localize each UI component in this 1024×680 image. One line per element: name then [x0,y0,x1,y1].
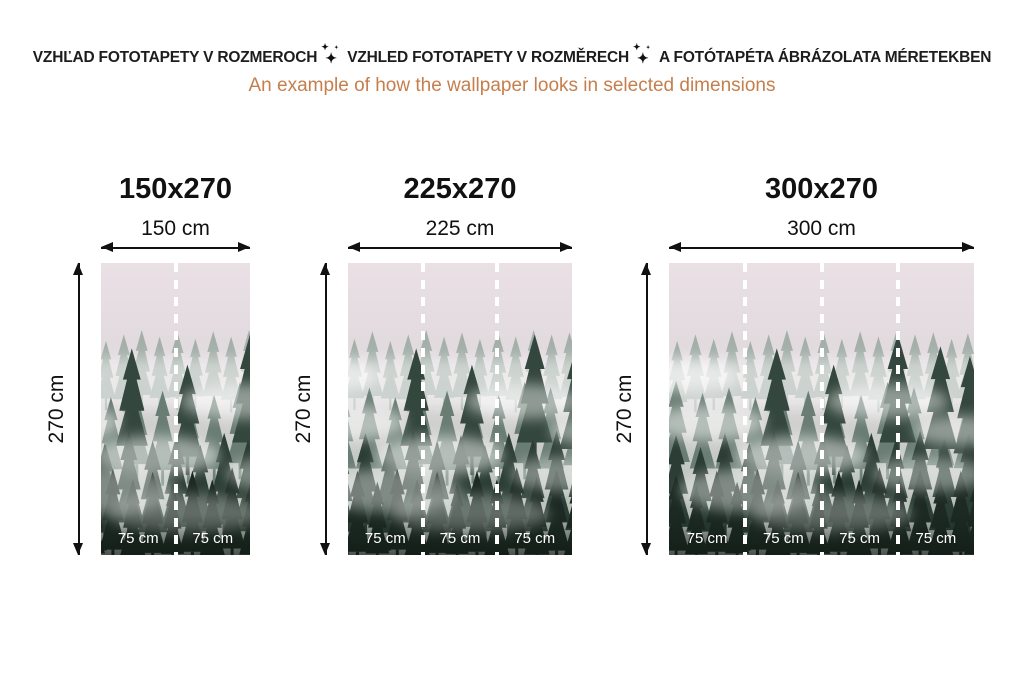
height-arrow [642,263,651,555]
segment-width-label: 75 cm [439,530,481,547]
panel-title: 225x270 [403,173,517,205]
panel-divider-dashed-line [819,263,824,555]
panel-divider-dashed-line [895,263,900,555]
size-panel-300x270: 300x270 300 cm 270 cm 75 cm 75 cm 75 cm … [609,165,974,557]
height-dimension-label: 270 cm [613,374,636,444]
panel-divider-dashed-line [495,263,500,555]
segment-width-label: 75 cm [514,530,556,547]
title-part-hu: A FOTÓTAPÉTA ÁBRÁZOLATA MÉRETEKBEN [659,49,992,66]
width-dimension-label: 150 cm [141,217,210,240]
sparkle-star-icon: ✦ ✦ ✦ [633,42,651,66]
height-arrow [321,263,330,555]
panel-divider-dashed-line [420,263,425,555]
height-arrow [74,263,83,555]
header: VZHĽAD FOTOTAPETY V ROZMEROCH ✦ ✦ ✦ VZHLED… [0,42,1024,97]
page-subtitle: An example of how the wallpaper looks in… [248,75,776,96]
width-arrow [669,243,974,252]
segment-width-label: 75 cm [839,530,881,547]
title-part-sk: VZHĽAD FOTOTAPETY V ROZMEROCH [32,49,318,66]
panel-title: 300x270 [765,173,878,205]
segment-width-label: 75 cm [192,530,234,547]
title-part-cz: VZHLED FOTOTAPETY V ROZMĚRECH [347,49,630,66]
height-dimension-label: 270 cm [45,374,68,444]
size-panel-225x270: 225x270 225 cm 270 cm 75 cm 75 cm 75 cm [288,165,572,557]
panel-divider-dashed-line [173,263,178,555]
wallpaper-preview-225: 75 cm 75 cm 75 cm [348,263,572,555]
segment-width-label: 75 cm [117,530,159,547]
page-title: VZHĽAD FOTOTAPETY V ROZMEROCH ✦ ✦ ✦ VZHLED… [0,42,1024,68]
width-dimension-label: 225 cm [425,217,495,240]
width-arrow [348,243,572,252]
sparkle-star-icon: ✦ ✦ ✦ [321,42,339,66]
wallpaper-preview-300: 75 cm 75 cm 75 cm 75 cm [669,263,974,555]
height-dimension-label: 270 cm [292,374,315,444]
panel-divider-dashed-line [743,263,748,555]
segment-width-label: 75 cm [686,530,728,547]
width-dimension-label: 300 cm [787,217,856,240]
panel-title: 150x270 [119,173,232,205]
width-arrow [101,243,250,252]
wallpaper-preview-150: 75 cm 75 cm [101,263,250,555]
foggy-forest-image [348,263,572,555]
segment-width-label: 75 cm [915,530,957,547]
segment-width-label: 75 cm [364,530,406,547]
segment-width-label: 75 cm [762,530,804,547]
size-panel-150x270: 150x270 150 cm 270 cm 75 cm 75 cm [41,165,250,557]
